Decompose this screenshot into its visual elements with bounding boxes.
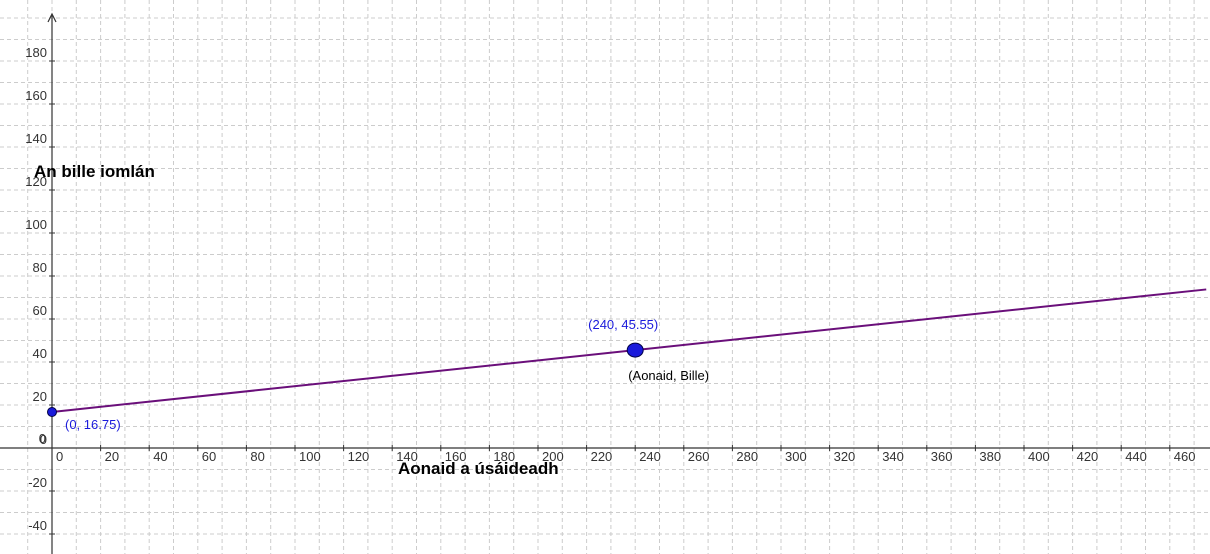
y-tick-label: 140 (25, 131, 47, 146)
x-tick-label: 460 (1174, 449, 1196, 464)
y-axis-arrow (47, 12, 57, 23)
x-tick-label: 60 (202, 449, 216, 464)
y-tick-label: 60 (33, 303, 47, 318)
y-tick-label: 0 (40, 432, 47, 447)
x-tick-label: 440 (1125, 449, 1147, 464)
point-caption: (Aonaid, Bille) (628, 368, 709, 383)
x-tick-label: 40 (153, 449, 167, 464)
y-axis-label: An bille iomlán (34, 162, 155, 181)
x-tick-label: 380 (979, 449, 1001, 464)
point-highlight (626, 342, 644, 358)
x-tick-labels: 0 20 40 60 80 100 120 140 160 180 200 220 240 260 280 3… (51, 445, 1196, 464)
x-tick-label: 160 (445, 449, 467, 464)
x-tick-label: 180 (493, 449, 515, 464)
x-tick-label: 200 (542, 449, 564, 464)
x-tick-label: 420 (1077, 449, 1099, 464)
axes (0, 12, 1210, 554)
point-intercept (47, 406, 57, 417)
x-tick-label: 0 (56, 449, 63, 464)
point-label: (0, 16.75) (65, 417, 121, 432)
x-tick-label: 340 (882, 449, 904, 464)
x-tick-label: 120 (348, 449, 370, 464)
y-tick-label: 160 (25, 88, 47, 103)
y-tick-label: 20 (33, 389, 47, 404)
x-tick-label: 280 (736, 449, 758, 464)
x-tick-label: 360 (931, 449, 953, 464)
x-tick-label: 100 (299, 449, 321, 464)
y-tick-label: 40 (33, 346, 47, 361)
x-tick-label: 320 (834, 449, 856, 464)
y-tick-label: 0 (39, 431, 46, 446)
point-label: (240, 45.55) (588, 317, 658, 332)
y-tick-label: -20 (28, 475, 47, 490)
y-tick-label: 80 (33, 260, 47, 275)
points: (0, 16.75) (240, 45.55) (Aonaid, Bille) (47, 317, 709, 432)
x-tick-label: 220 (591, 449, 613, 464)
y-tick-label: 180 (25, 45, 47, 60)
x-tick-label: 400 (1028, 449, 1050, 464)
x-tick-label: 300 (785, 449, 807, 464)
x-tick-label: 140 (396, 449, 418, 464)
x-tick-label: 260 (688, 449, 710, 464)
x-tick-label: 20 (105, 449, 119, 464)
y-tick-label: -40 (28, 518, 47, 533)
y-tick-label: 120 (25, 174, 47, 189)
x-tick-label: 240 (639, 449, 661, 464)
y-tick-label: 100 (25, 217, 47, 232)
x-tick-label: 80 (250, 449, 264, 464)
x-axis-label: Aonaid a úsáideadh (398, 459, 559, 478)
